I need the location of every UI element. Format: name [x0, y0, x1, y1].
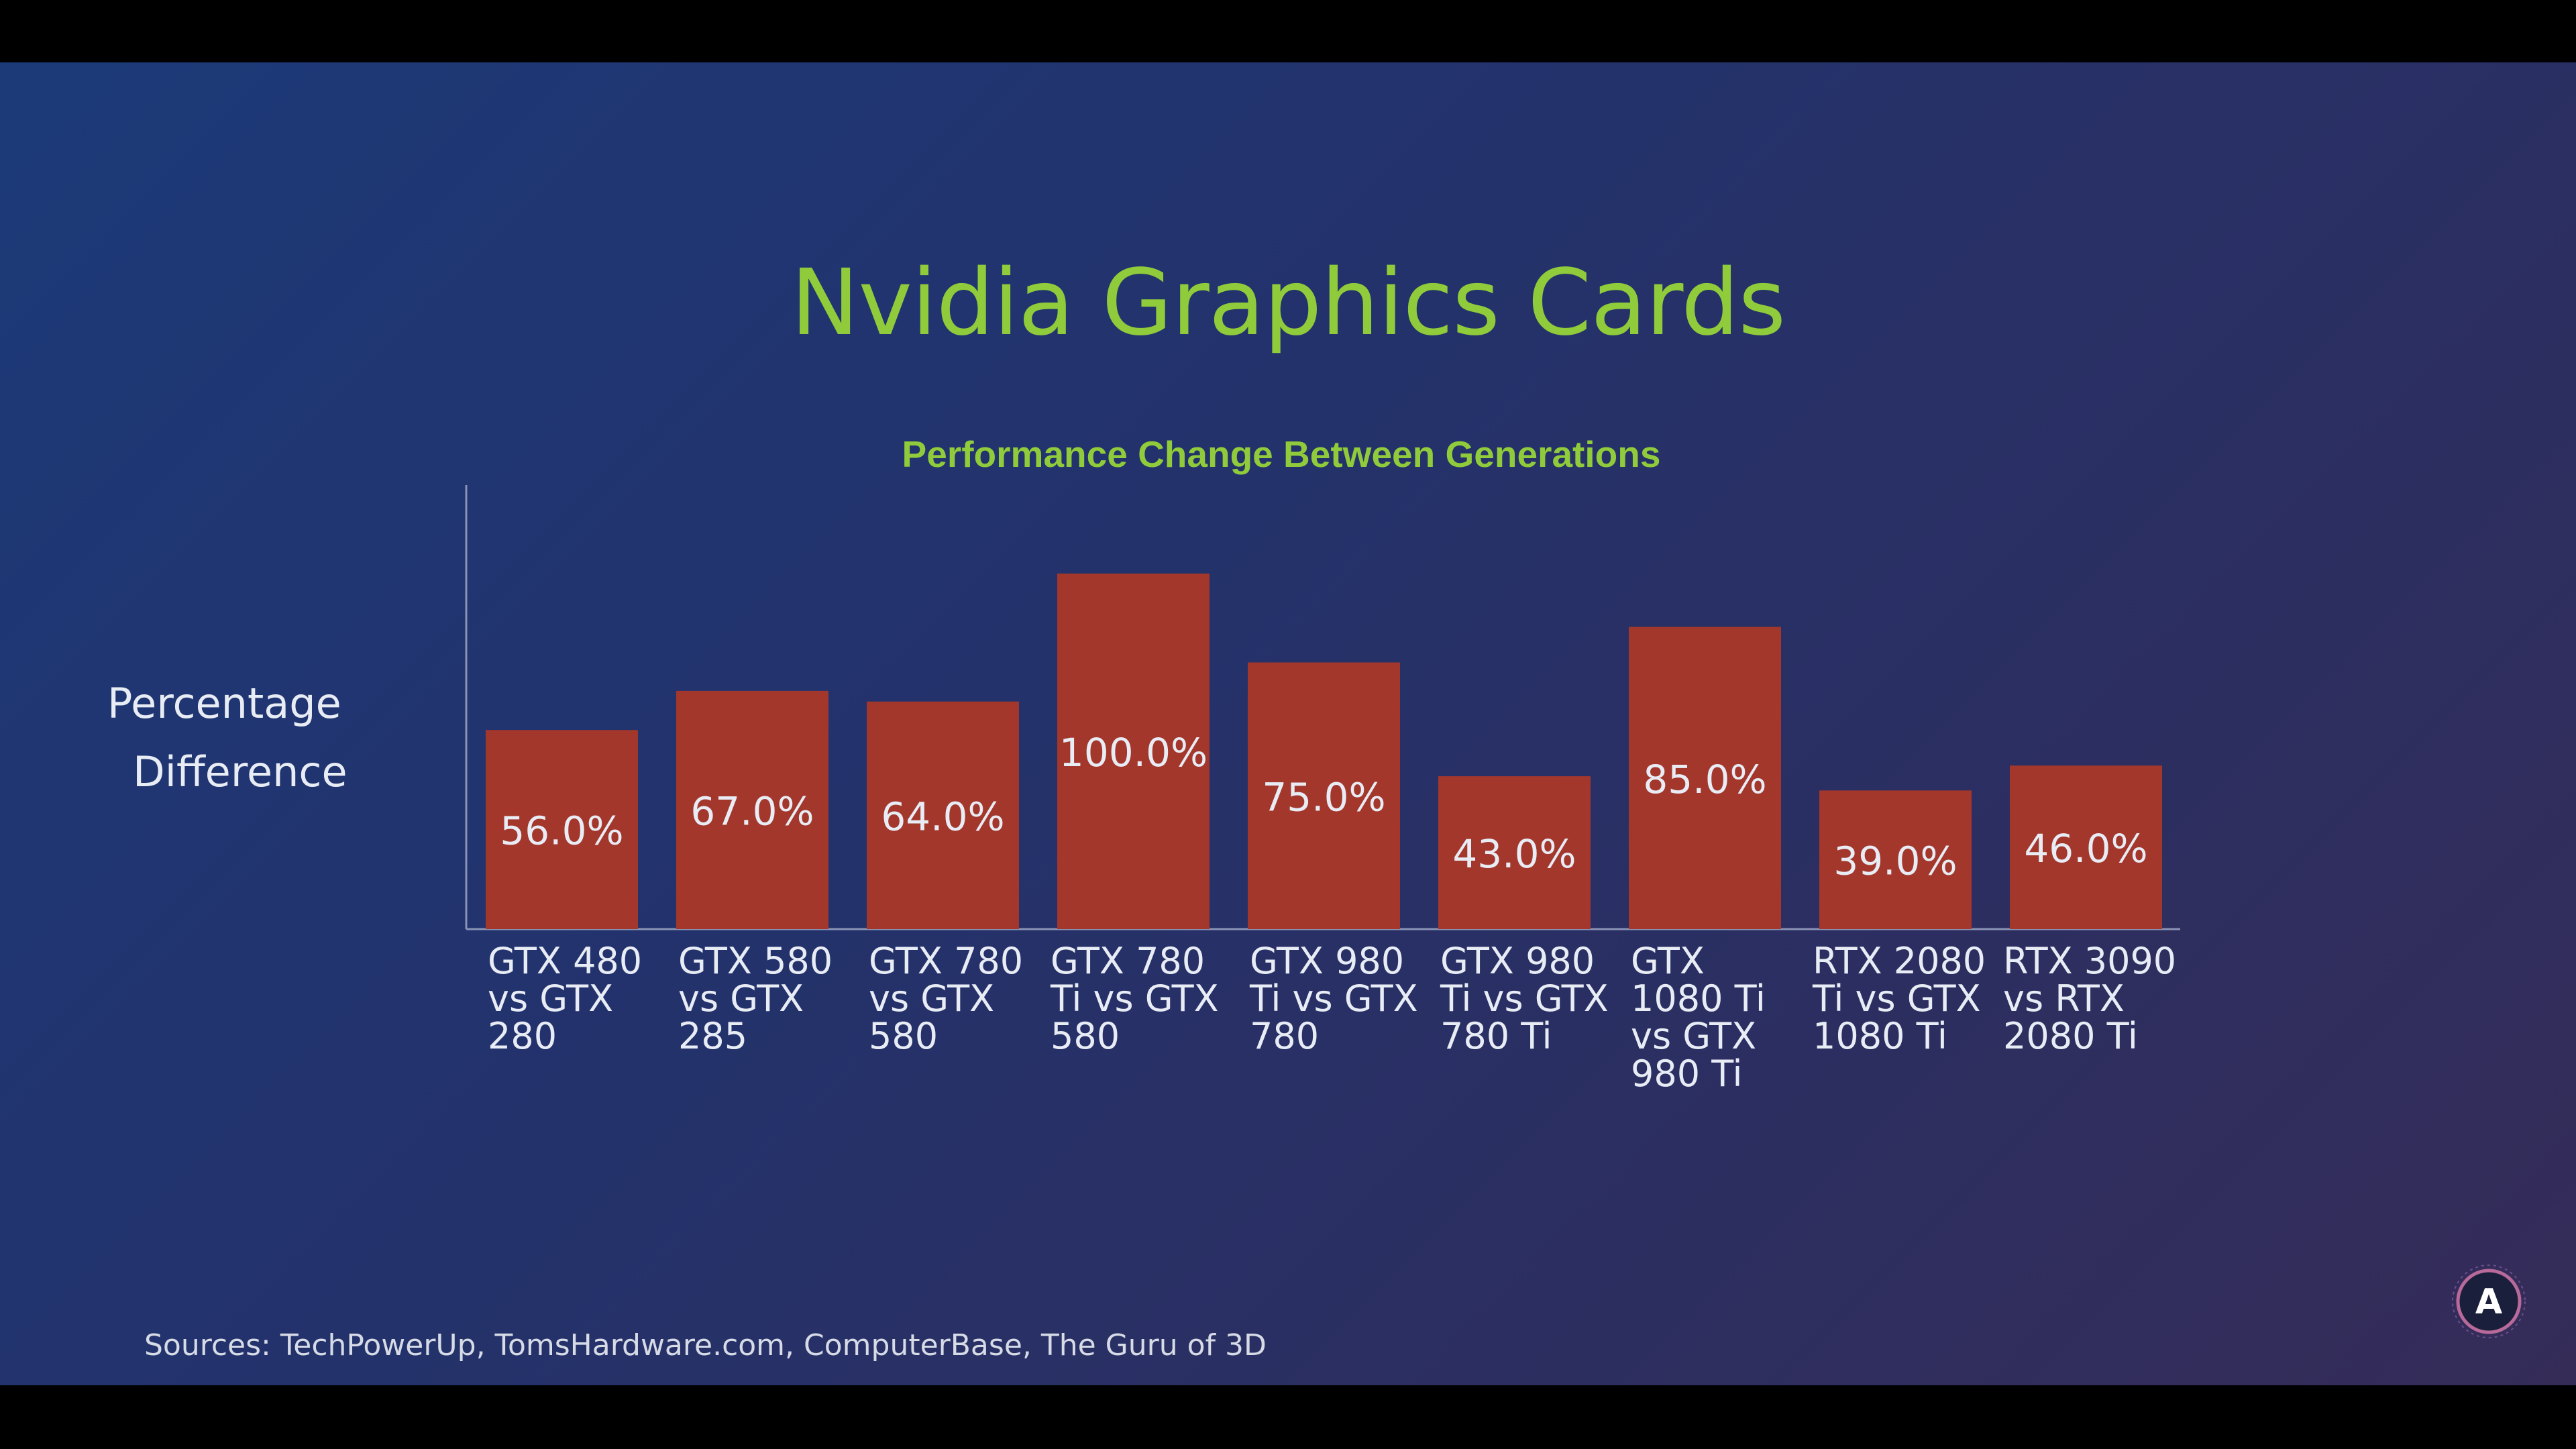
x-tick-label: RTX 2080 Ti vs GTX 1080 Ti [1812, 940, 1986, 1057]
sources-footnote: Sources: TechPowerUp, TomsHardware.com, … [144, 1328, 1267, 1362]
bar [1819, 790, 1972, 929]
bar-value-label: 39.0% [1833, 839, 1957, 884]
bar-value-label: 100.0% [1059, 730, 1208, 775]
x-tick-label: GTX 780 Ti vs GTX 580 [1050, 940, 1219, 1057]
channel-logo-icon: A [2452, 1265, 2526, 1338]
bar [1057, 574, 1210, 929]
x-tick-label: GTX 1080 Ti vs GTX 980 Ti [1631, 940, 1766, 1095]
x-tick-label: GTX 980 Ti vs GTX 780 [1249, 940, 1418, 1057]
bar-value-label: 43.0% [1452, 831, 1576, 877]
bar [2010, 765, 2162, 929]
y-axis-label-line-2: Difference [133, 747, 347, 796]
x-tick-label: GTX 980 Ti vs GTX 780 Ti [1440, 940, 1609, 1057]
bar-value-label: 85.0% [1643, 757, 1766, 802]
slide-title: Nvidia Graphics Cards [790, 250, 1786, 356]
x-tick-label: RTX 3090 vs RTX 2080 Ti [2003, 940, 2176, 1057]
presentation-slide: Nvidia Graphics Cards Performance Change… [0, 62, 2576, 1385]
bar-value-label: 46.0% [2024, 826, 2147, 871]
bar-value-label: 56.0% [500, 808, 623, 854]
bar [1629, 627, 1781, 929]
bar [676, 690, 828, 929]
bar-value-label: 67.0% [690, 788, 814, 834]
bar [1248, 662, 1400, 929]
x-tick-label: GTX 780 vs GTX 580 [869, 940, 1023, 1057]
y-axis-label: Percentage Difference [107, 669, 376, 806]
logo-letter: A [2475, 1282, 2502, 1322]
bar [486, 730, 638, 929]
bar [1438, 776, 1591, 929]
bar-value-label: 64.0% [881, 794, 1004, 839]
bar-chart: 56.0% GTX 480 vs GTX 280 67.0% GTX 580 vs GTX 2… [465, 485, 2180, 1095]
bar-value-label: 75.0% [1262, 774, 1385, 820]
chart-title: Performance Change Between Generations [902, 433, 1661, 475]
x-tick-label: GTX 480 vs GTX 280 [488, 940, 642, 1057]
y-axis-label-line-1: Percentage [107, 679, 341, 728]
x-tick-label: GTX 580 vs GTX 285 [678, 940, 833, 1057]
bar [867, 701, 1019, 929]
